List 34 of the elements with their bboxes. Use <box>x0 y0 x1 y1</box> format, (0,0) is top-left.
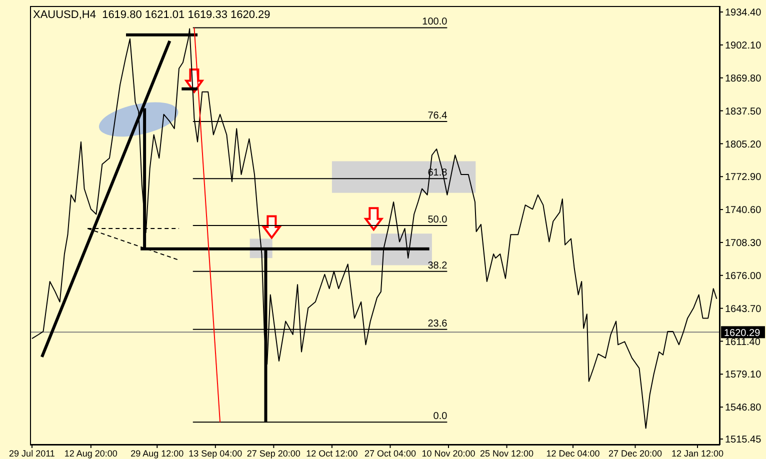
y-tick-label: 1934.40 <box>725 8 762 19</box>
y-tick-label: 1805.20 <box>725 139 762 150</box>
y-tick-label: 1643.70 <box>725 304 762 315</box>
x-tick-label: 12 Dec 04:00 <box>546 448 600 458</box>
x-tick-label: 27 Oct 04:00 <box>364 448 416 458</box>
ref-line-label: 1620.29 <box>724 328 761 340</box>
series-label: 100.0 <box>422 16 448 28</box>
x-tick-label: 25 Nov 12:00 <box>480 448 534 458</box>
x-tick-label: 29 Aug 12:00 <box>130 448 184 458</box>
y-tick-label: 1740.60 <box>725 205 762 216</box>
y-tick-label: 1708.30 <box>725 238 762 250</box>
x-tick-label: 12 Oct 12:00 <box>306 448 358 458</box>
y-tick-label: 1837.50 <box>725 106 762 118</box>
series-label: 0.0 <box>433 411 448 422</box>
y-tick-label: 1902.10 <box>725 40 762 52</box>
series-label: 38.2 <box>428 260 448 272</box>
y-tick-label: 1772.90 <box>725 172 762 184</box>
series-label: 76.4 <box>428 110 448 122</box>
x-tick-label: 27 Sep 20:00 <box>246 448 300 458</box>
x-tick-label: 29 Jul 2011 <box>9 448 55 458</box>
series-label: 23.6 <box>428 318 448 330</box>
x-tick-label: 12 Aug 20:00 <box>64 448 118 458</box>
y-tick-label: 1515.45 <box>725 434 762 446</box>
y-tick-label: 1546.80 <box>725 402 762 414</box>
y-tick-label: 1869.80 <box>725 73 762 84</box>
x-tick-label: 27 Dec 20:00 <box>608 448 662 458</box>
y-tick-label: 1611.40 <box>725 336 761 348</box>
x-tick-label: 12 Jan 12:00 <box>671 448 724 458</box>
y-tick-label: 1579.10 <box>725 370 762 381</box>
x-tick-label: 13 Sep 04:00 <box>188 448 242 458</box>
series-label: 50.0 <box>428 214 448 226</box>
x-tick-label: 10 Nov 20:00 <box>422 448 476 458</box>
y-tick-label: 1676.00 <box>725 270 762 282</box>
chart-title: XAUUSD,H4 1619.80 1621.01 1619.33 1620.29 <box>33 9 270 21</box>
